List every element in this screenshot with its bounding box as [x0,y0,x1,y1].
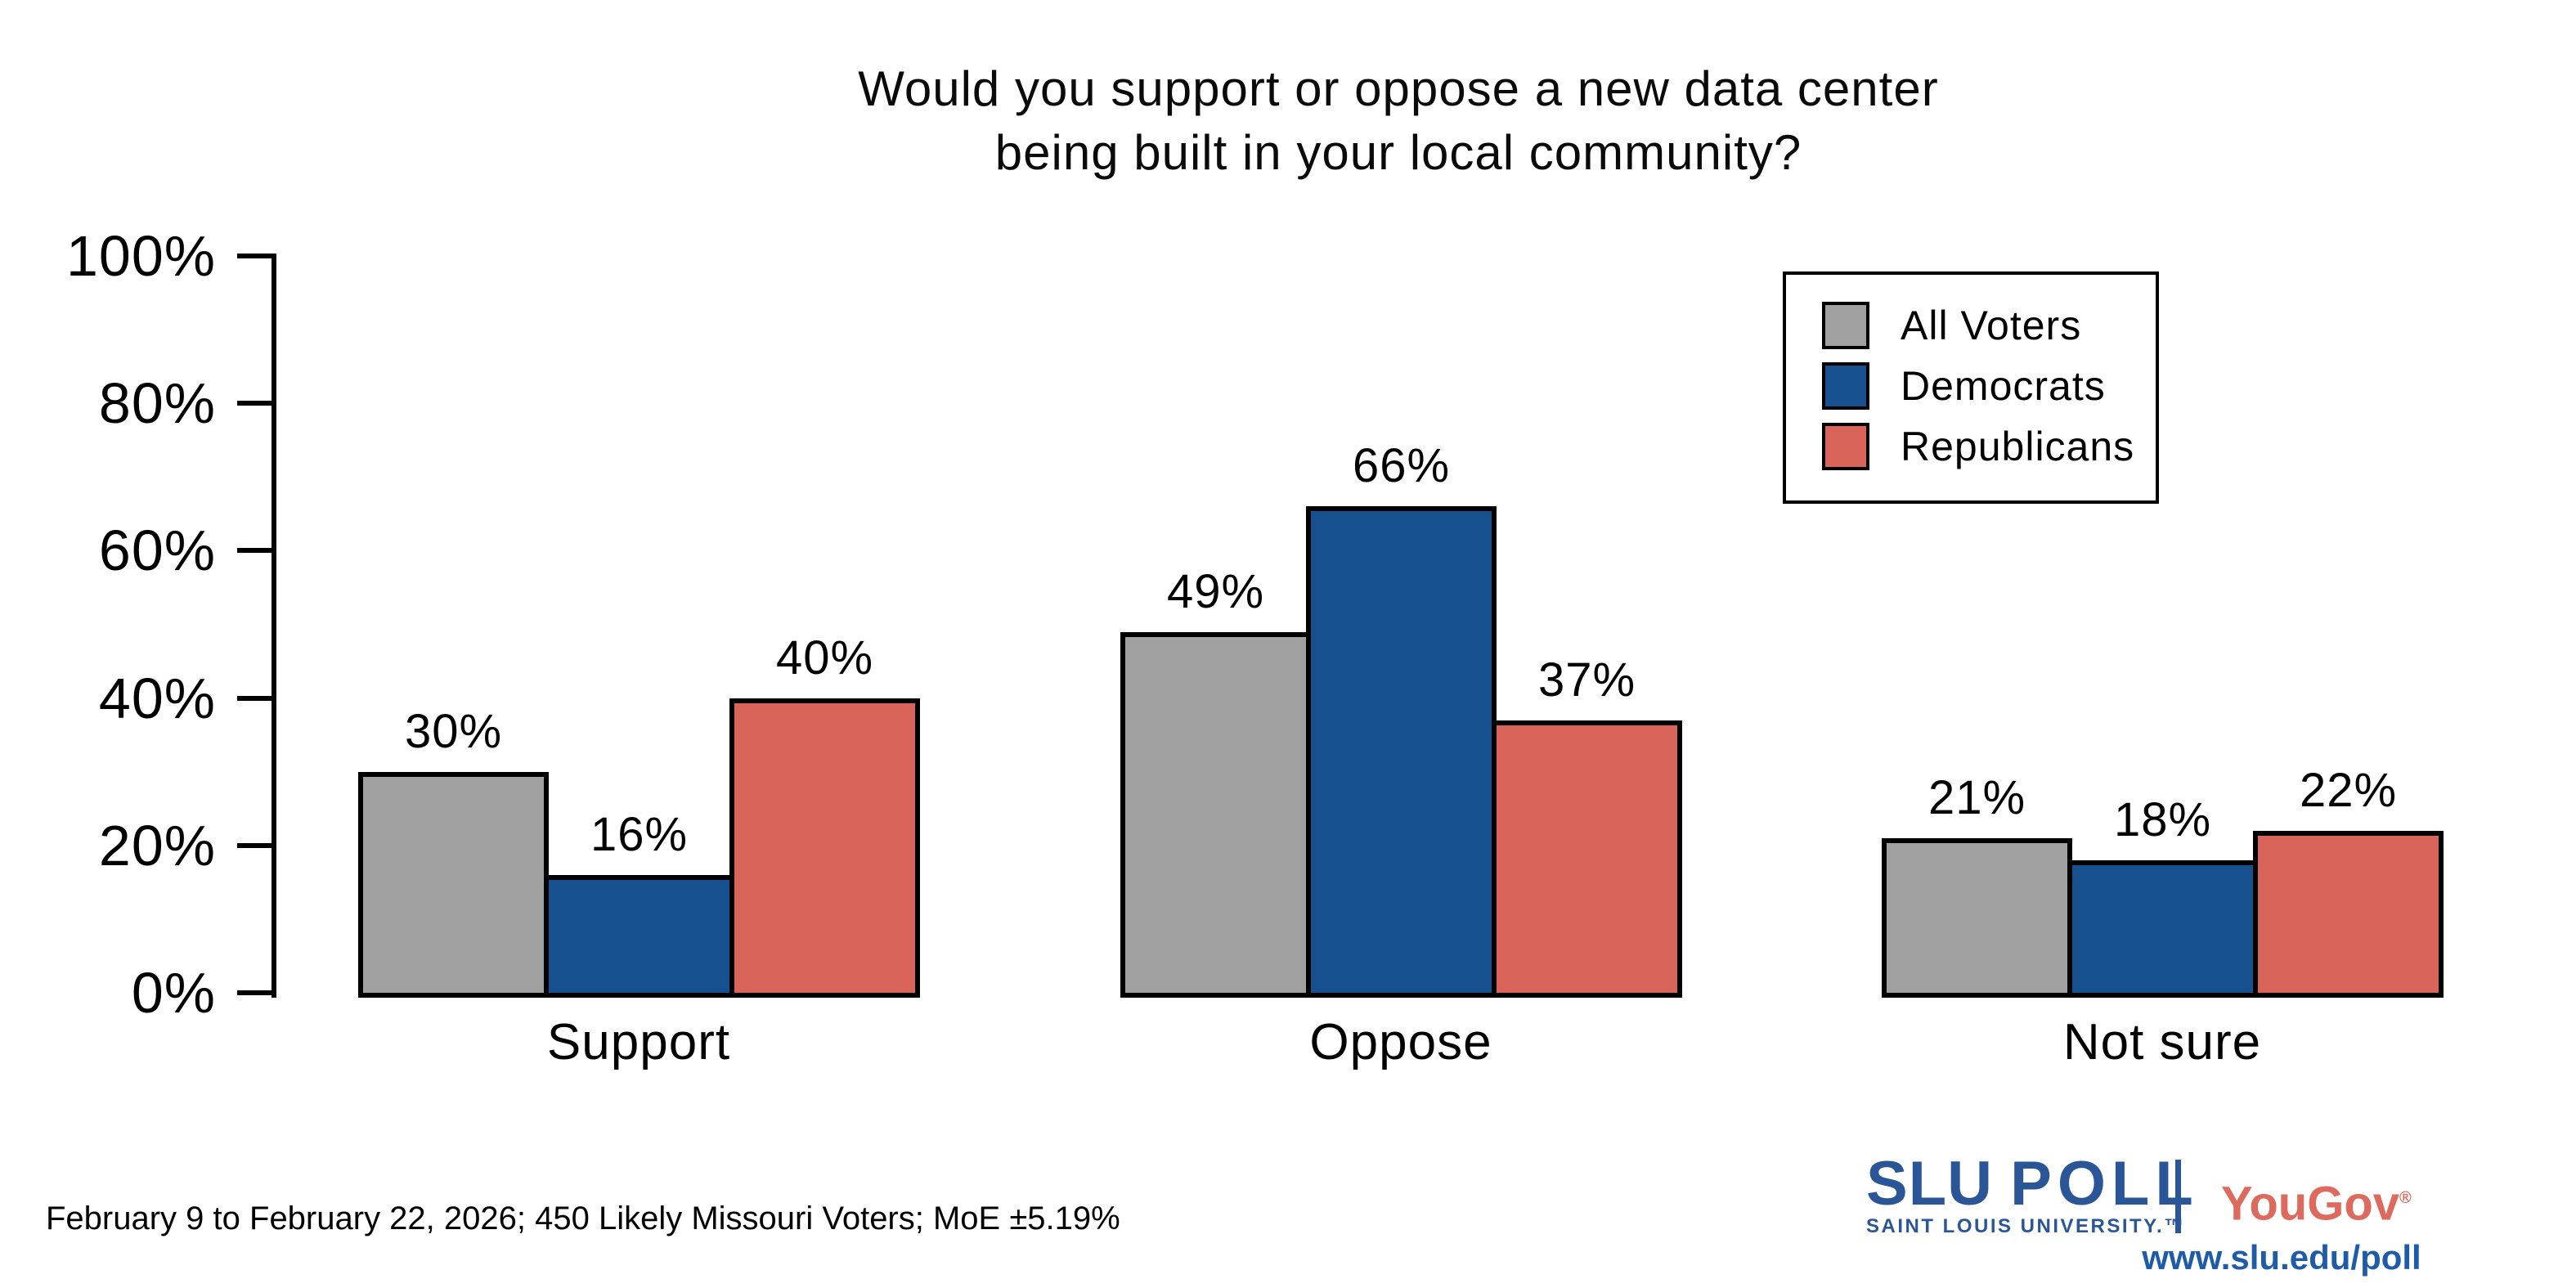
bar-value-label: 66% [1352,439,1451,493]
y-axis-tick-label: 80% [98,371,216,436]
bar-republicans-oppose [1492,720,1682,998]
y-axis-tick [237,548,272,554]
bar-all-voters-oppose [1120,631,1311,998]
category-label-support: Support [546,1014,731,1070]
legend-swatch [1822,423,1869,470]
poll-url: www.slu.edu/poll [2142,1238,2421,1277]
chart-title: Would you support or oppose a new data c… [221,57,2576,185]
y-axis-tick [237,401,272,406]
chart-title-line2: being built in your local community? [994,125,1802,181]
bar-value-label: 40% [775,631,874,684]
chart-title-line1: Would you support or oppose a new data c… [858,61,1939,117]
bar-value-label: 30% [404,704,503,758]
y-axis-tick [237,990,272,995]
logo-divider [2175,1160,2181,1233]
y-axis-line [272,254,276,998]
y-axis-tick [237,842,272,848]
legend-item-republicans: Republicans [1822,420,2134,473]
y-axis-tick-label: 0% [131,961,216,1025]
slu-poll-logo: SLU POLL [1866,1151,2199,1217]
registered-mark: ® [2399,1189,2412,1207]
legend-label: All Voters [1901,303,2082,348]
category-label-oppose: Oppose [1309,1014,1492,1070]
bar-value-label: 37% [1537,653,1636,707]
slu-logo-text: SLU [1866,1149,1993,1218]
slu-logo-subtitle: SAINT LOUIS UNIVERSITY.™ [1866,1215,2186,1237]
footnote: February 9 to February 22, 2026; 450 Lik… [46,1200,1120,1236]
y-axis-tick [237,695,272,701]
legend-item-all-voters: All Voters [1822,299,2081,352]
bar-value-label: 21% [1928,770,2026,824]
y-axis-tick-label: 100% [65,224,216,288]
legend-item-democrats: Democrats [1822,360,2106,412]
yougov-logo: YouGov® [2221,1174,2412,1227]
bar-value-label: 22% [2299,763,2398,817]
y-axis-tick-label: 20% [98,813,216,877]
legend-label: Democrats [1901,363,2106,409]
y-axis-tick-label: 40% [98,666,216,730]
bar-value-label: 49% [1166,564,1265,618]
bar-value-label: 16% [590,807,689,861]
bar-all-voters-not-sure [1882,837,2072,998]
bar-democrats-oppose [1306,506,1497,998]
bar-democrats-support [544,874,734,998]
legend-label: Republicans [1901,424,2135,469]
bar-value-label: 18% [2113,792,2212,846]
category-label-not-sure: Not sure [2062,1014,2262,1070]
bar-republicans-not-sure [2253,830,2444,998]
poll-logo-text: POLL [2010,1149,2199,1218]
bar-republicans-support [729,698,920,998]
bar-all-voters-support [358,771,549,998]
yougov-logo-text: YouGov [2221,1177,2400,1231]
legend-swatch [1822,302,1869,349]
y-axis-tick [237,254,272,258]
legend-swatch [1822,362,1869,410]
bar-democrats-not-sure [2067,859,2258,998]
legend: All Voters Democrats Republicans [1783,272,2159,504]
y-axis-tick-label: 60% [98,518,216,583]
